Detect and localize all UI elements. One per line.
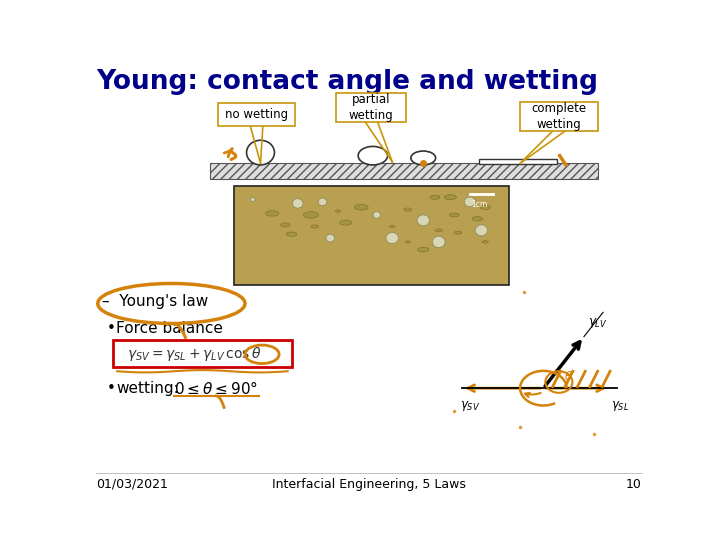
Bar bbox=[113, 340, 292, 367]
Text: partial
wetting: partial wetting bbox=[349, 93, 394, 122]
Ellipse shape bbox=[354, 205, 368, 210]
Bar bbox=[234, 186, 509, 285]
Ellipse shape bbox=[311, 225, 318, 228]
Ellipse shape bbox=[430, 195, 440, 199]
Ellipse shape bbox=[444, 195, 456, 200]
Ellipse shape bbox=[358, 146, 387, 165]
Text: $\gamma_{LV}$: $\gamma_{LV}$ bbox=[588, 316, 608, 330]
Ellipse shape bbox=[411, 151, 436, 165]
Ellipse shape bbox=[266, 211, 279, 216]
Ellipse shape bbox=[475, 225, 487, 236]
Bar bbox=[210, 164, 598, 179]
Bar bbox=[520, 102, 598, 131]
Text: $\gamma_{SV}$: $\gamma_{SV}$ bbox=[459, 399, 480, 413]
Text: 10: 10 bbox=[626, 477, 642, 490]
Text: no wetting: no wetting bbox=[225, 109, 288, 122]
Ellipse shape bbox=[472, 217, 483, 221]
Text: $\gamma_{SV} = \gamma_{SL} + \gamma_{LV}\,\cos\theta$: $\gamma_{SV} = \gamma_{SL} + \gamma_{LV}… bbox=[127, 345, 262, 362]
Bar bbox=[218, 103, 295, 126]
Text: •: • bbox=[107, 381, 116, 396]
Text: 1cm: 1cm bbox=[472, 200, 488, 210]
Ellipse shape bbox=[480, 205, 490, 210]
Bar bbox=[336, 92, 406, 122]
Ellipse shape bbox=[303, 212, 319, 218]
Text: •: • bbox=[107, 321, 116, 336]
Ellipse shape bbox=[454, 231, 462, 234]
Ellipse shape bbox=[326, 234, 335, 242]
Ellipse shape bbox=[251, 198, 255, 201]
Ellipse shape bbox=[417, 215, 429, 226]
Ellipse shape bbox=[404, 208, 412, 211]
Text: $\theta$: $\theta$ bbox=[564, 370, 572, 383]
Ellipse shape bbox=[386, 232, 398, 244]
Text: Force balance: Force balance bbox=[117, 321, 223, 336]
Ellipse shape bbox=[435, 229, 442, 232]
Ellipse shape bbox=[449, 213, 459, 217]
Ellipse shape bbox=[318, 198, 327, 206]
Text: $0 \leq \theta \leq 90°$: $0 \leq \theta \leq 90°$ bbox=[174, 380, 258, 397]
Text: Young: contact angle and wetting: Young: contact angle and wetting bbox=[96, 70, 598, 96]
Ellipse shape bbox=[464, 197, 475, 207]
Ellipse shape bbox=[286, 232, 297, 237]
Text: $\gamma_{SL}$: $\gamma_{SL}$ bbox=[611, 399, 629, 413]
Ellipse shape bbox=[246, 140, 274, 165]
Text: complete
wetting: complete wetting bbox=[531, 102, 586, 131]
Text: Interfacial Engineering, 5 Laws: Interfacial Engineering, 5 Laws bbox=[272, 477, 466, 490]
Ellipse shape bbox=[390, 225, 395, 228]
Text: wetting:: wetting: bbox=[117, 381, 179, 396]
Ellipse shape bbox=[482, 241, 488, 243]
Ellipse shape bbox=[433, 236, 445, 247]
Ellipse shape bbox=[340, 220, 352, 225]
Ellipse shape bbox=[418, 247, 429, 252]
Bar bbox=[479, 159, 557, 164]
Ellipse shape bbox=[292, 199, 303, 208]
Ellipse shape bbox=[405, 241, 410, 243]
Ellipse shape bbox=[336, 210, 341, 212]
Text: 01/03/2021: 01/03/2021 bbox=[96, 477, 168, 490]
Text: –  Young's law: – Young's law bbox=[102, 294, 208, 309]
Ellipse shape bbox=[281, 223, 290, 227]
Ellipse shape bbox=[373, 212, 380, 218]
